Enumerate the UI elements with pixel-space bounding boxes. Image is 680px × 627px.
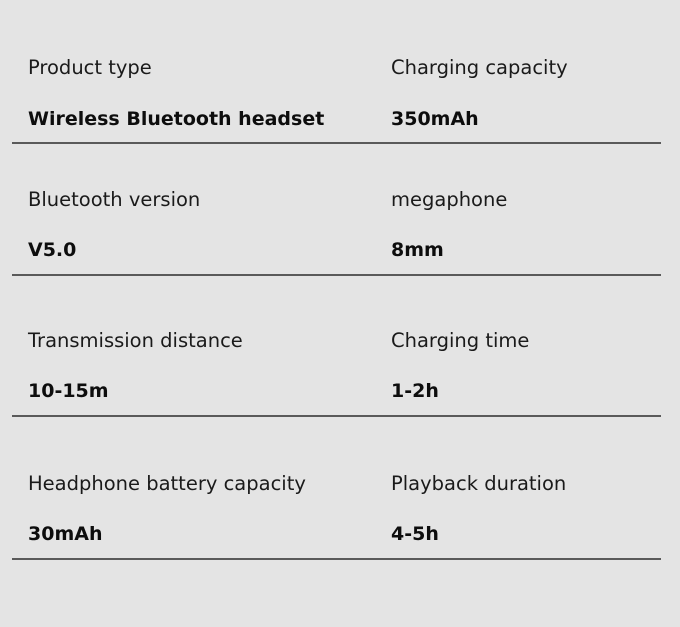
spec-value: 8mm — [391, 239, 444, 261]
row-divider — [12, 142, 661, 144]
spec-label: Headphone battery capacity — [28, 472, 306, 495]
spec-value: 30mAh — [28, 523, 103, 545]
spec-value: V5.0 — [28, 239, 77, 261]
spec-label: megaphone — [391, 188, 508, 211]
row-divider — [12, 415, 661, 417]
row-divider — [12, 558, 661, 560]
spec-label: Transmission distance — [28, 329, 243, 352]
spec-label: Charging capacity — [391, 56, 568, 79]
spec-label: Playback duration — [391, 472, 567, 495]
spec-value: 4-5h — [391, 523, 439, 545]
row-divider — [12, 274, 661, 276]
spec-label: Charging time — [391, 329, 530, 352]
spec-value: 350mAh — [391, 108, 479, 130]
spec-value: Wireless Bluetooth headset — [28, 108, 325, 130]
spec-value: 1-2h — [391, 380, 439, 402]
spec-label: Bluetooth version — [28, 188, 201, 211]
spec-label: Product type — [28, 56, 152, 79]
spec-value: 10-15m — [28, 380, 109, 402]
